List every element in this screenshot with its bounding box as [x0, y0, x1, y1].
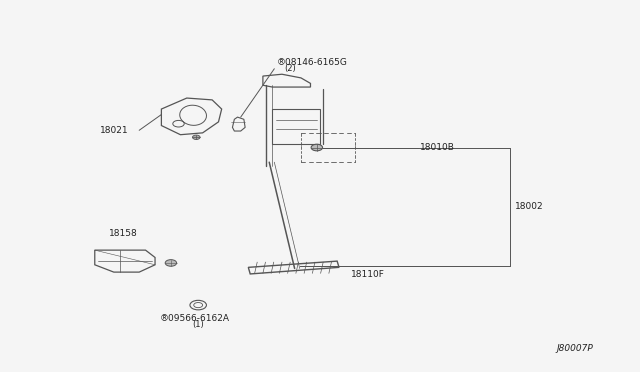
Text: 18010B: 18010B — [420, 143, 455, 152]
Text: 18002: 18002 — [515, 202, 544, 211]
Bar — [273, 109, 320, 144]
Circle shape — [311, 144, 323, 151]
Text: 18110F: 18110F — [351, 270, 385, 279]
Text: ®09566-6162A: ®09566-6162A — [160, 314, 230, 323]
Text: (1): (1) — [192, 321, 204, 330]
Circle shape — [165, 260, 177, 266]
Circle shape — [193, 135, 200, 140]
Text: ®08146-6165G: ®08146-6165G — [277, 58, 348, 67]
Text: 18021: 18021 — [99, 126, 128, 135]
Text: (2): (2) — [284, 64, 296, 73]
Text: 18158: 18158 — [109, 229, 138, 238]
Text: J80007P: J80007P — [556, 344, 593, 353]
